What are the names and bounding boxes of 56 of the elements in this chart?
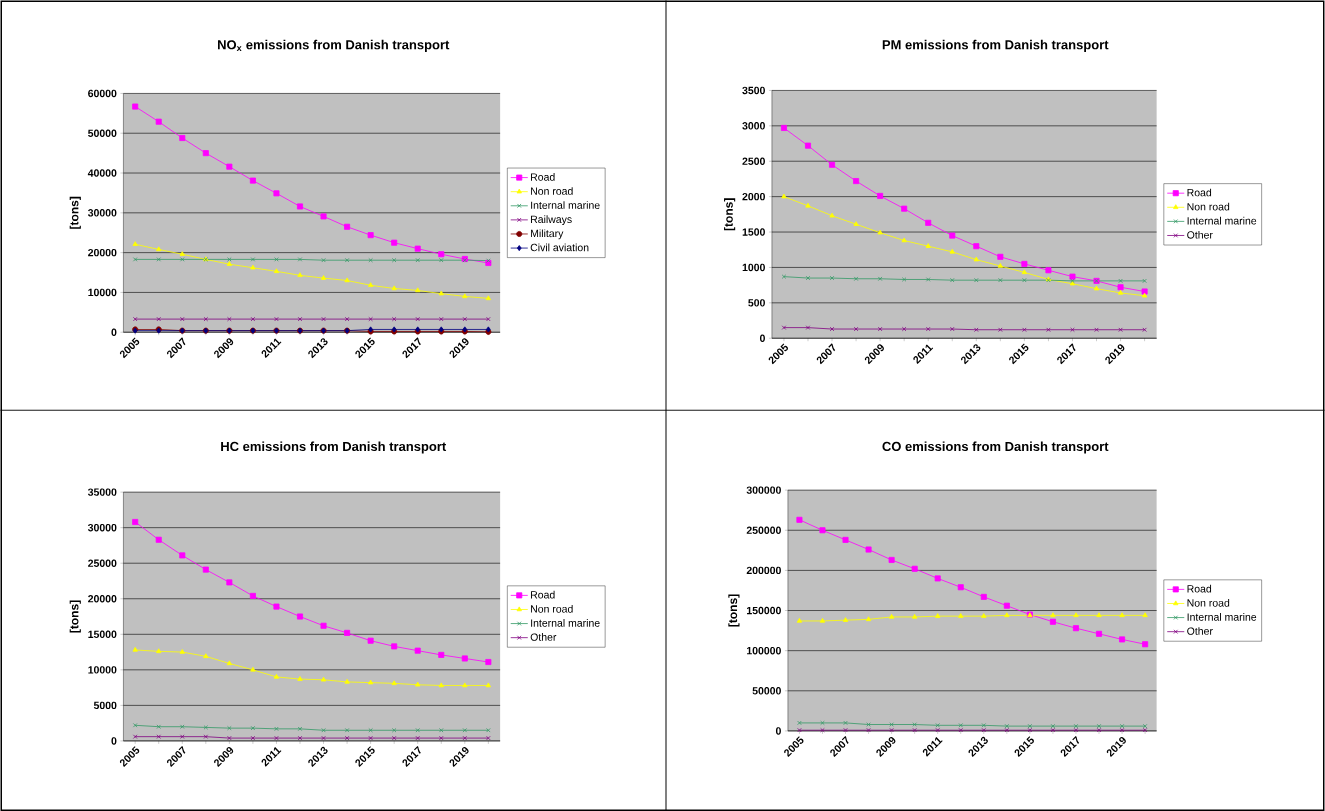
y-tick-label: 60000 [88, 89, 117, 97]
y-tick-label: 20000 [88, 594, 117, 603]
legend-label: Other [1187, 626, 1213, 635]
y-tick-label: 20000 [88, 248, 117, 257]
legend-label: Military [531, 229, 564, 240]
y-tick-label: 3500 [742, 86, 765, 94]
y-tick-label: 2500 [742, 157, 765, 165]
y-tick-label: 0 [775, 727, 781, 735]
y-tick-label: 15000 [88, 630, 117, 638]
y-tick-label: 50000 [752, 686, 781, 695]
y-tick-label: 30000 [87, 523, 117, 532]
chart-title: NO$_{x}$ emissions from Danish transport [218, 39, 450, 52]
y-tick-label: 30000 [87, 208, 117, 217]
chart-title: PM emissions from Danish transport [882, 39, 1109, 52]
legend-label: Non road [1187, 202, 1230, 211]
y-tick-label: 0 [759, 334, 765, 342]
y-tick-label: 500 [748, 298, 765, 307]
y-axis-title: [tons] [728, 594, 740, 627]
legend-label: Road [1187, 584, 1212, 593]
legend-label: Other [530, 632, 557, 641]
legend-label: Non road [531, 186, 573, 195]
y-tick-label: 0 [111, 737, 117, 745]
y-tick-label: 100000 [747, 646, 781, 655]
y-tick-label: 150000 [747, 606, 781, 615]
y-axis-title: [tons] [69, 600, 81, 633]
legend-label: Railways [531, 215, 572, 225]
y-axis-title: [tons] [69, 196, 81, 229]
y-tick-label: 3000 [742, 121, 765, 130]
legend-label: Other [1187, 230, 1213, 239]
y-axis-title: [tons] [724, 198, 736, 231]
y-tick-label: 200000 [746, 566, 781, 574]
legend-label: Non road [1187, 598, 1230, 607]
y-tick-label: 1500 [742, 228, 765, 236]
y-tick-label: 2000 [742, 192, 765, 201]
legend-label: Road [531, 590, 555, 599]
legend-label: Non road [531, 604, 573, 613]
y-tick-label: 10000 [88, 665, 117, 674]
y-tick-label: 1000 [742, 263, 765, 271]
y-tick-label: 5000 [93, 701, 117, 709]
legend-label: Internal marine [1187, 612, 1257, 621]
legend-label: Internal marine [531, 201, 600, 209]
y-tick-label: 0 [111, 328, 117, 336]
y-tick-label: 250000 [746, 526, 781, 534]
legend-label: Road [1187, 188, 1212, 197]
y-tick-label: 35000 [87, 488, 117, 496]
y-tick-label: 10000 [88, 288, 117, 296]
chart-title: CO emissions from Danish transport [882, 441, 1109, 454]
y-tick-label: 40000 [87, 169, 117, 177]
y-tick-label: 50000 [88, 129, 117, 137]
legend-label: Road [531, 172, 555, 181]
legend-label: Internal marine [1187, 216, 1257, 225]
chart-title: HC emissions from Danish transport [221, 441, 447, 454]
y-tick-label: 300000 [746, 486, 781, 494]
legend-label: Civil aviation [530, 243, 589, 252]
legend-label: Internal marine [531, 618, 600, 627]
y-tick-label: 25000 [88, 559, 117, 567]
